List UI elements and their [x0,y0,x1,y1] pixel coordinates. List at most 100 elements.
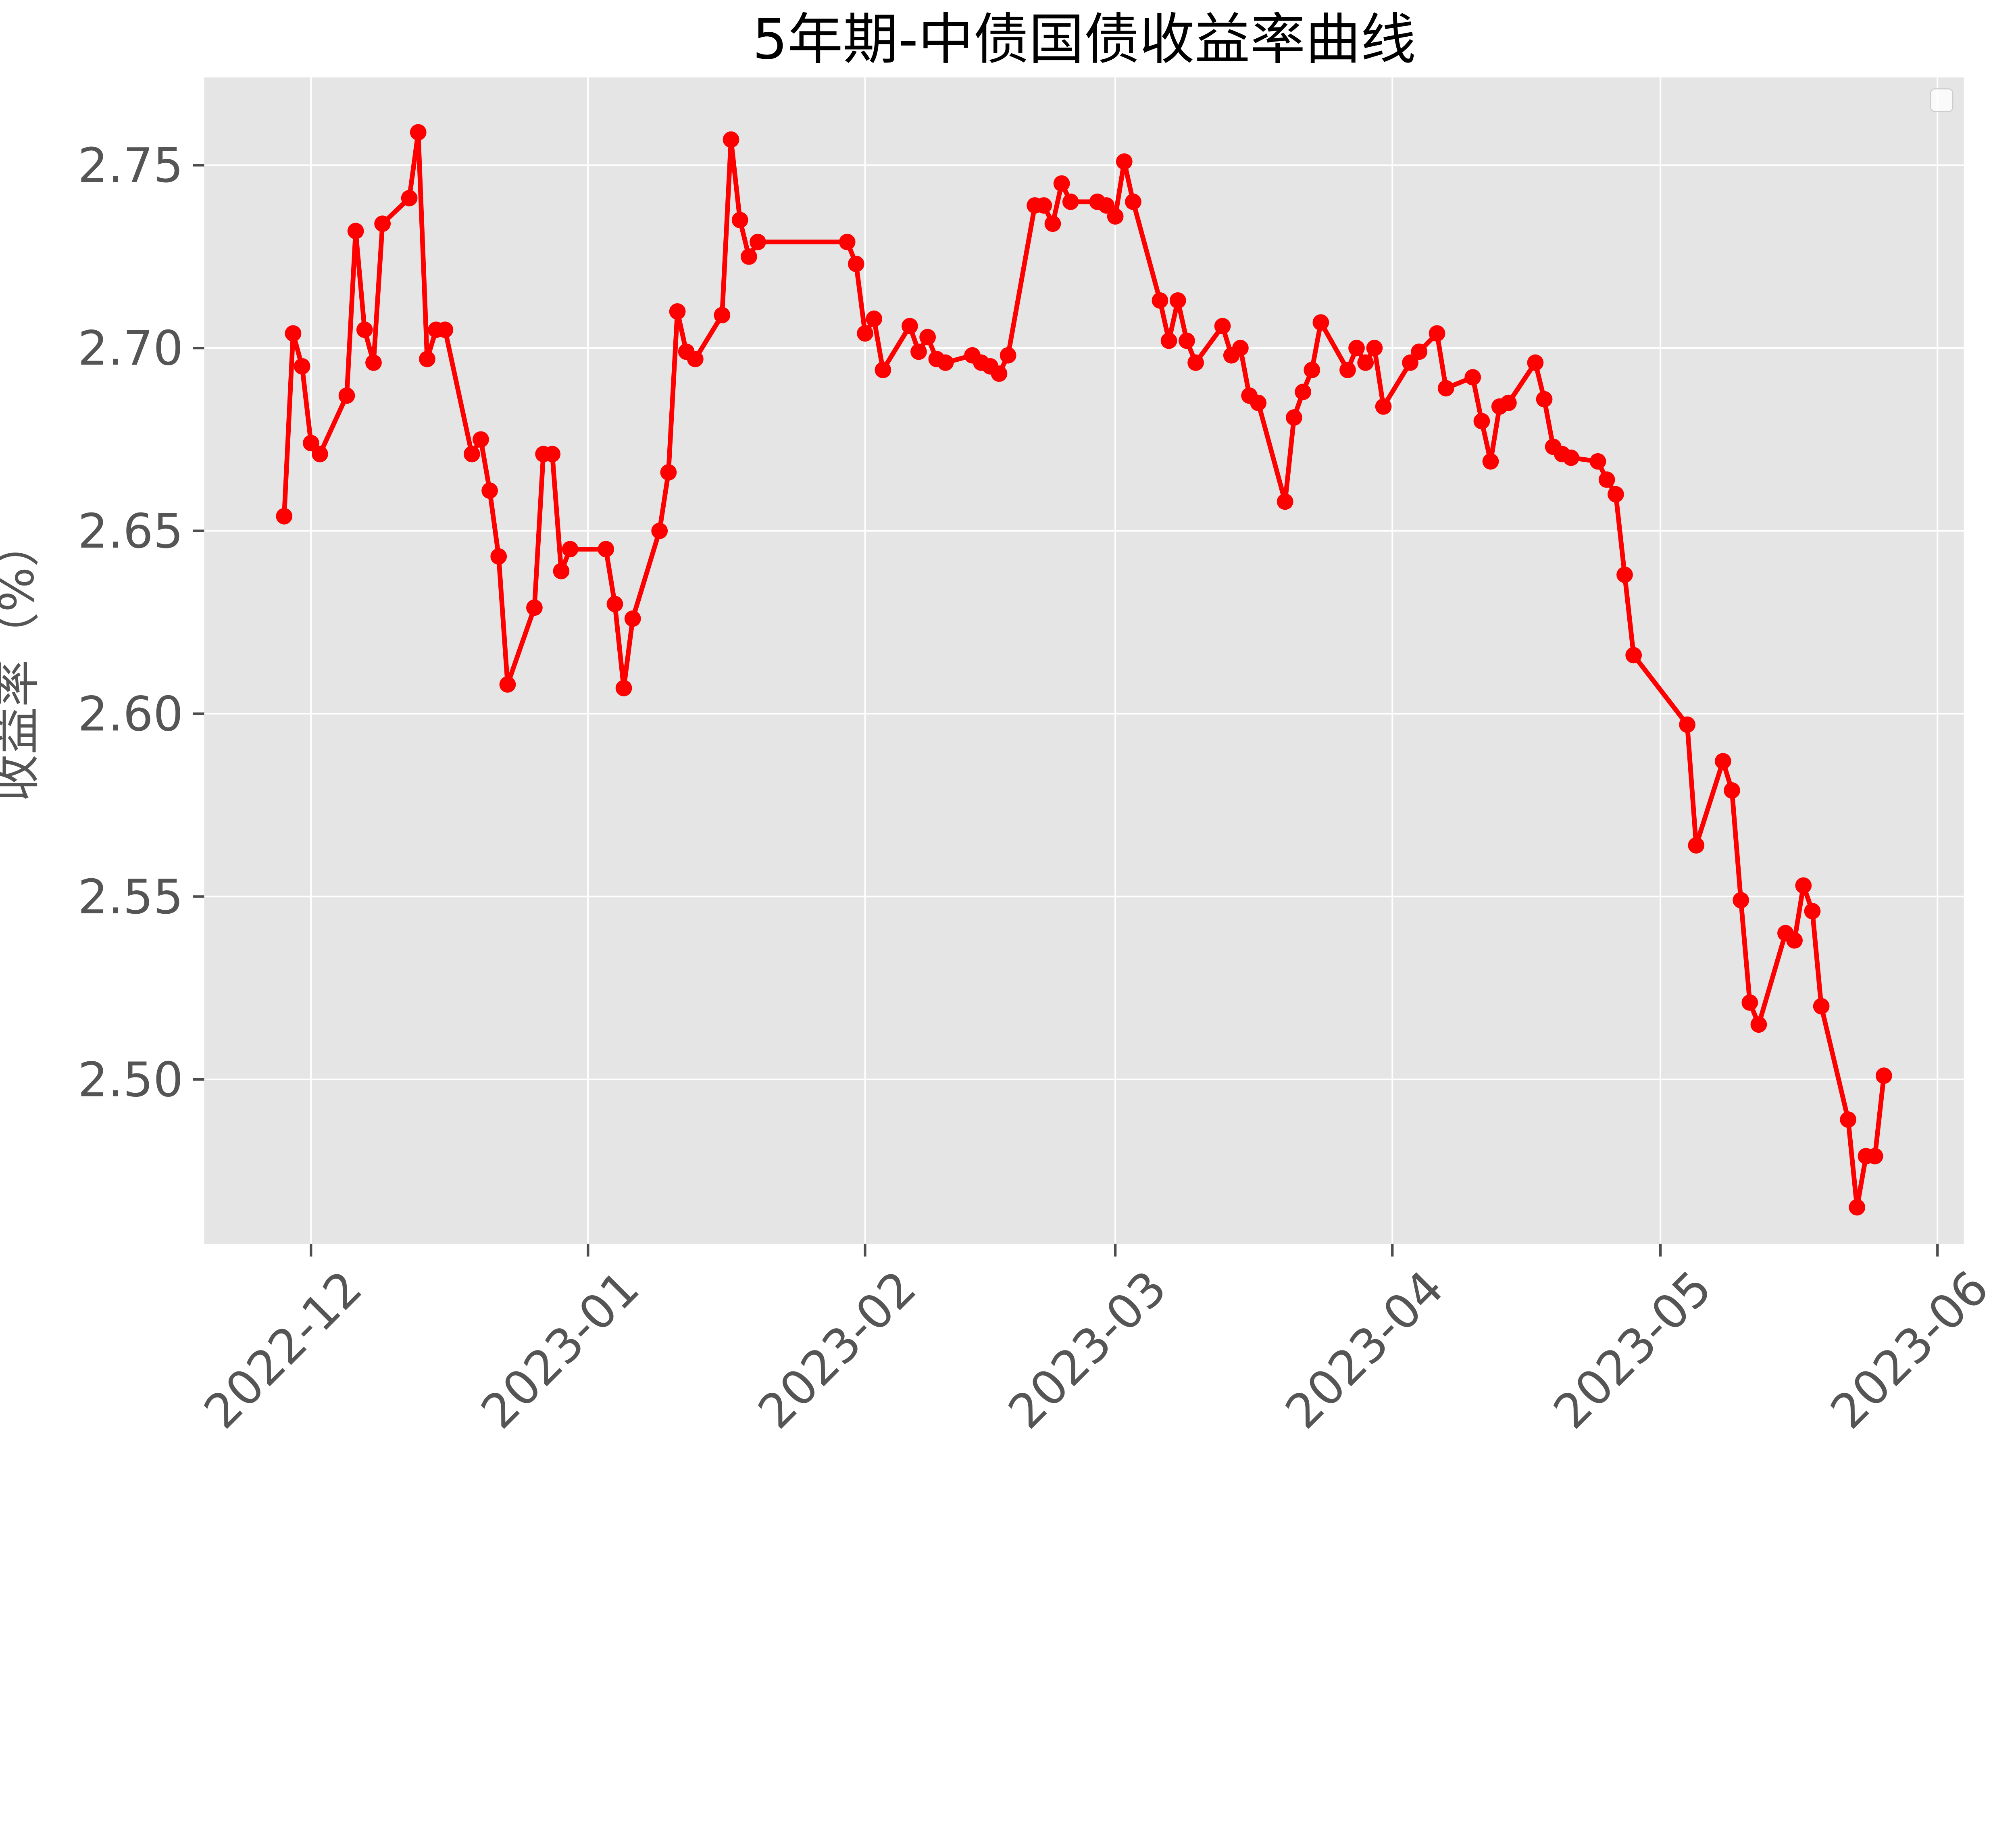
x-tick-label: 2023-03 [998,1260,1177,1439]
data-point [1116,153,1133,170]
data-point [1098,197,1115,214]
y-tick-labels: 2.50 2.55 2.60 2.65 2.70 2.75 [78,138,183,1107]
figure: 2.50 2.55 2.60 2.65 2.70 2.75 2022-12 2023-01 2… [0,8,1999,1440]
data-point [562,541,579,558]
data-point [1125,194,1141,210]
data-point [1473,413,1490,429]
data-point [741,248,757,265]
data-point [1607,486,1624,503]
data-point [1044,215,1061,232]
data-point [347,223,364,240]
data-point [1733,892,1749,908]
data-point [687,350,704,367]
data-point [1348,340,1365,356]
chart-title: 5年期-中债国债收益率曲线 [752,8,1416,72]
data-point [1295,383,1311,400]
data-point [1679,716,1695,733]
data-point [875,362,891,378]
x-tick-label: 2023-05 [1543,1260,1722,1439]
x-tick-label: 2022-12 [194,1260,373,1439]
data-point [1187,354,1204,371]
data-point [1563,449,1579,466]
data-point [1598,471,1615,488]
data-point [919,329,936,346]
data-point [1411,343,1428,360]
data-point [356,321,373,338]
data-point [723,131,739,148]
data-point [490,548,507,565]
data-point [1304,362,1320,378]
y-tick-label: 2.75 [78,138,183,193]
y-tick-label: 2.65 [78,504,183,559]
data-point [669,303,686,320]
data-point [1250,394,1267,411]
gridlines [204,77,1964,1244]
data-point [750,233,766,250]
data-point [410,124,427,141]
data-point [731,212,748,229]
data-point [1312,314,1329,331]
y-tick-label: 2.60 [78,686,183,742]
data-point [285,325,302,342]
data-point [651,523,668,539]
data-point [1741,994,1758,1011]
data-point [839,233,856,250]
x-tick-label: 2023-02 [748,1260,927,1439]
data-point [437,321,454,338]
y-axis-label: 收益率（%） [0,520,44,802]
data-point [419,350,435,367]
data-point [1339,362,1356,378]
data-point [714,307,731,323]
data-series [276,124,1892,1216]
data-point [312,446,328,463]
data-point [1500,394,1517,411]
y-tick-label: 2.70 [78,321,183,376]
data-point [1357,354,1374,371]
data-point [294,358,310,375]
data-point [1724,782,1740,799]
data-point [991,365,1008,382]
yield-curve-chart: 2.502.552.602.652.702.75 2022-12 2023-01 2… [0,8,1999,1440]
data-point [526,599,543,616]
data-point [1169,292,1186,309]
data-point [598,541,614,558]
data-point [481,482,498,499]
data-point [606,596,623,613]
data-point [1160,332,1177,349]
data-point [1062,194,1079,210]
data-point [276,508,293,525]
data-point [302,435,319,452]
x-tick-label: 2023-01 [471,1260,650,1439]
data-point [1786,932,1803,949]
data-point [866,310,883,327]
data-point [1625,647,1642,664]
x-tick-labels: 2022-12 2023-01 2023-02 2023-03 2023-04 2023-… [194,1260,1999,1439]
data-point [1152,292,1168,309]
data-point [544,446,561,463]
data-point [553,563,570,579]
data-point [1429,325,1445,342]
data-point [1875,1067,1892,1084]
data-point [857,325,873,342]
data-point [1464,369,1481,386]
data-point [1866,1148,1883,1165]
data-point [1232,340,1249,356]
data-point [1286,409,1302,426]
data-point [1849,1199,1866,1216]
data-point [1482,453,1499,470]
data-point [338,387,355,404]
data-point [1750,1016,1767,1033]
y-tick-label: 2.50 [78,1052,183,1107]
data-point [1437,380,1454,397]
data-point [660,464,677,481]
data-point [937,354,954,371]
data-point [910,343,927,360]
data-point [401,190,418,206]
data-point [365,354,382,371]
data-point [1214,318,1231,335]
legend-box [1930,88,1954,112]
data-point [901,318,918,335]
data-point [624,610,641,627]
data-point [1107,208,1124,225]
data-point [1589,453,1606,470]
